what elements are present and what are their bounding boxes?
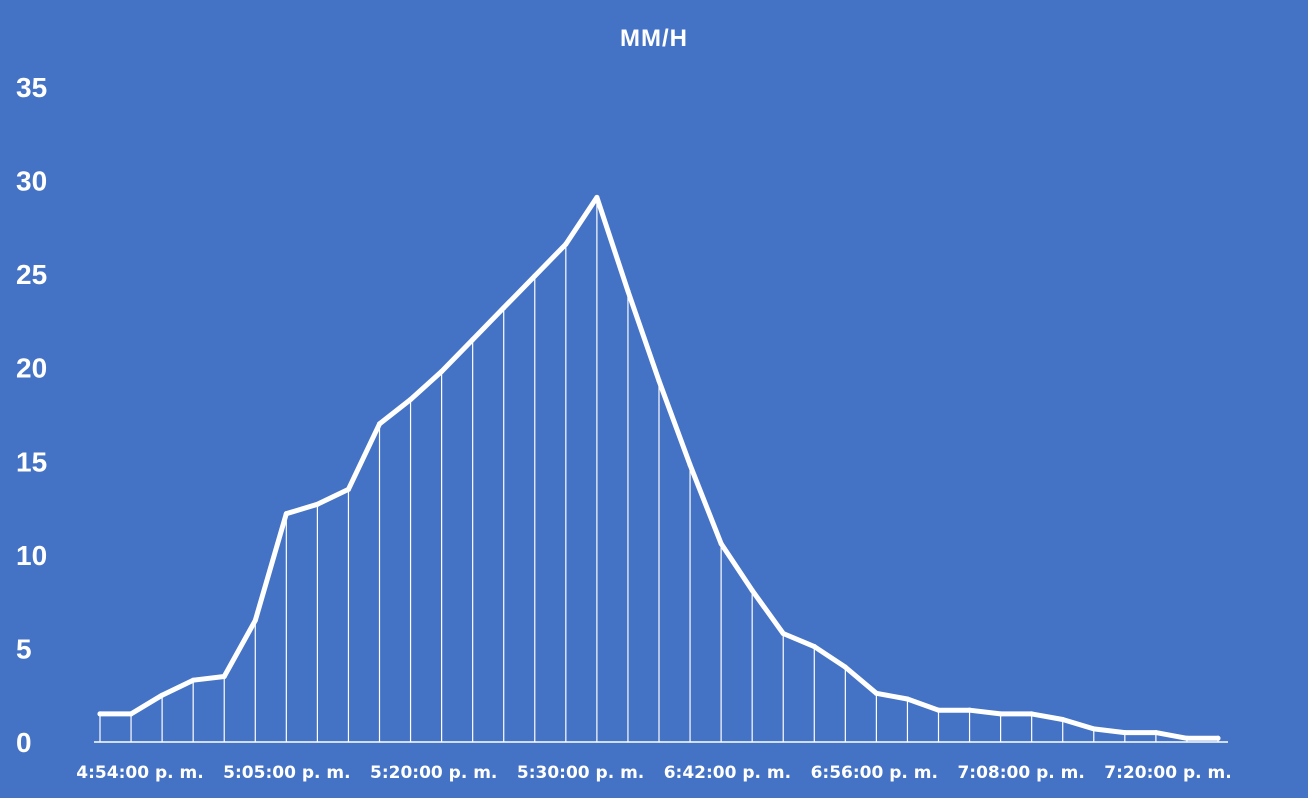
data-point <box>97 711 103 717</box>
data-point <box>563 241 569 247</box>
data-point <box>967 707 973 713</box>
y-tick-label: 5 <box>16 633 32 664</box>
data-point <box>718 541 724 547</box>
data-point <box>501 305 507 311</box>
data-point <box>811 644 817 650</box>
data-point <box>625 288 631 294</box>
x-tick-label: 6:42:00 p. m. <box>664 763 791 783</box>
y-tick-label: 25 <box>16 259 47 290</box>
y-tick-label: 15 <box>16 446 47 477</box>
data-point <box>1184 735 1190 741</box>
data-point <box>998 711 1004 717</box>
y-tick-label: 20 <box>16 353 47 384</box>
data-point <box>470 337 476 343</box>
data-point <box>936 707 941 713</box>
data-point <box>594 194 600 200</box>
series-group <box>97 194 1221 741</box>
data-point <box>377 421 382 427</box>
y-tick-label: 0 <box>16 727 32 758</box>
chart-title: MM/H <box>620 25 688 52</box>
data-point <box>749 587 755 593</box>
data-point <box>532 273 538 279</box>
data-point <box>128 711 134 717</box>
data-point <box>687 462 693 468</box>
x-tick-label: 5:30:00 p. m. <box>517 763 644 783</box>
x-tick-label: 4:54:00 p. m. <box>76 763 203 783</box>
data-point <box>345 486 351 492</box>
x-tick-label: 6:56:00 p. m. <box>811 763 938 783</box>
data-point <box>159 692 165 698</box>
x-tick-label: 5:20:00 p. m. <box>370 763 497 783</box>
data-point <box>1091 726 1097 732</box>
data-point <box>439 368 445 374</box>
data-point <box>1060 717 1066 723</box>
data-point <box>190 677 196 683</box>
y-tick-label: 30 <box>16 166 47 197</box>
y-tick-label: 35 <box>16 72 47 103</box>
drop-lines <box>99 197 1219 742</box>
data-point <box>408 397 414 403</box>
data-point <box>314 501 320 507</box>
x-tick-label: 7:08:00 p. m. <box>957 763 1084 783</box>
y-tick-label: 10 <box>16 540 47 571</box>
data-point <box>252 617 258 623</box>
data-point <box>780 630 786 636</box>
data-point <box>283 511 289 517</box>
data-point <box>656 378 662 384</box>
data-point <box>904 696 910 702</box>
x-tick-label: 5:05:00 p. m. <box>223 763 350 783</box>
data-point <box>1153 730 1159 736</box>
data-point <box>1029 711 1035 717</box>
data-point <box>842 664 848 670</box>
x-tick-label: 7:20:00 p. m. <box>1104 763 1231 783</box>
data-point <box>221 674 227 679</box>
data-point <box>1215 735 1221 741</box>
x-axis-ticks: 4:54:00 p. m. 5:05:00 p. m. 5:20:00 p. m. 5… <box>76 763 1231 783</box>
y-axis-ticks: 0 5 10 15 20 25 30 35 <box>16 72 47 758</box>
data-point <box>873 690 879 696</box>
data-point <box>1122 730 1128 736</box>
